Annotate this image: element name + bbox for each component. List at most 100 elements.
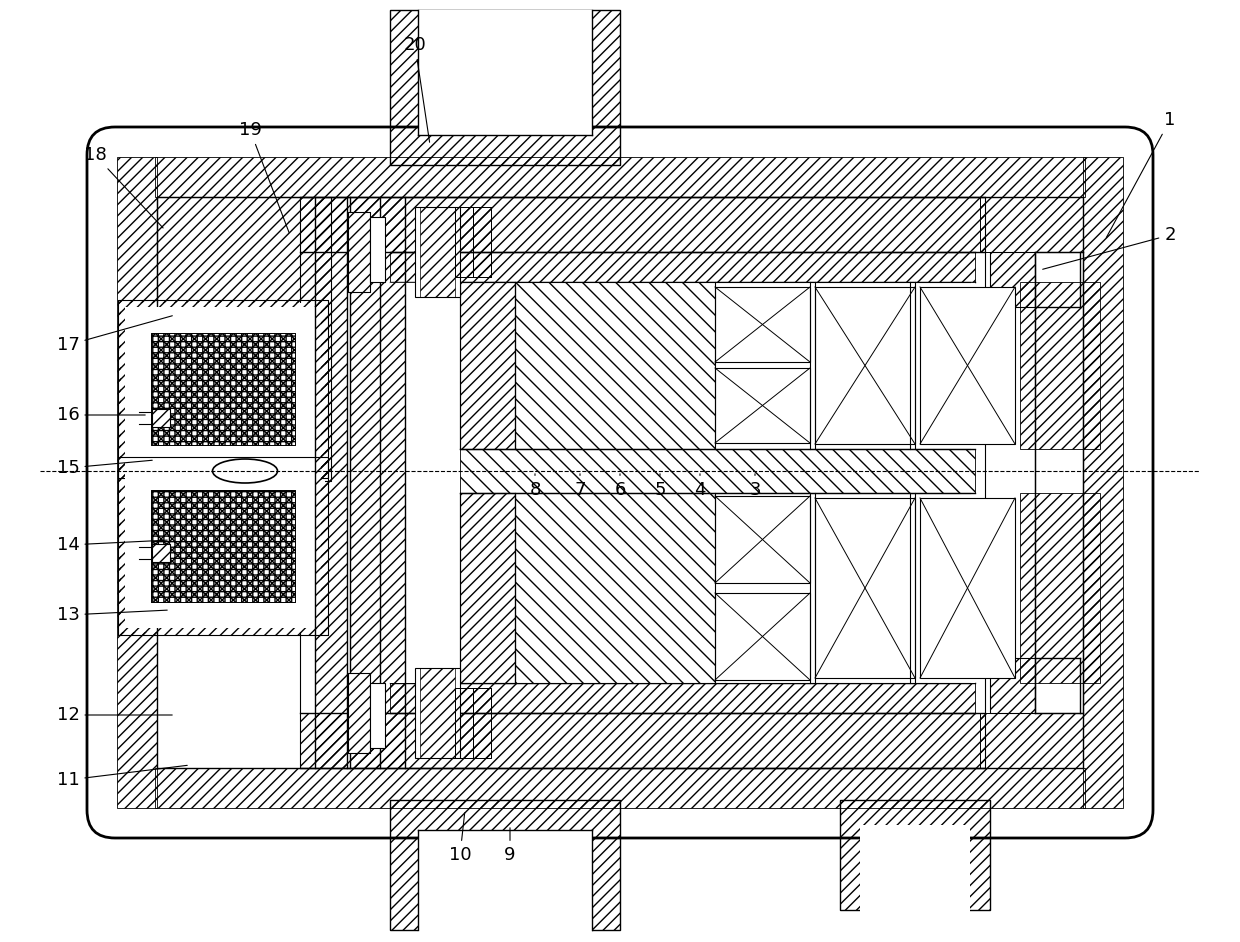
Bar	[460, 282, 515, 449]
Bar	[151, 490, 295, 602]
Bar	[118, 300, 329, 478]
Bar	[815, 287, 915, 444]
Bar	[1083, 157, 1123, 808]
Bar	[153, 409, 170, 427]
Bar	[153, 544, 170, 562]
Bar	[455, 688, 472, 758]
Bar	[415, 207, 460, 297]
Bar	[118, 457, 329, 635]
Bar	[980, 713, 1083, 768]
Bar	[420, 668, 455, 758]
Bar	[153, 544, 170, 562]
Bar	[460, 282, 515, 449]
Bar	[125, 307, 321, 471]
Bar	[980, 197, 1083, 252]
Bar	[133, 472, 312, 620]
Bar	[391, 10, 620, 165]
Bar	[839, 800, 990, 910]
Bar	[122, 460, 325, 632]
Bar	[151, 333, 295, 445]
Bar	[391, 683, 975, 713]
Bar	[157, 197, 331, 481]
Bar	[990, 658, 1035, 713]
Bar	[920, 498, 1016, 678]
Bar	[460, 449, 975, 493]
Bar	[155, 768, 1085, 808]
Bar	[861, 825, 970, 935]
Text: 1: 1	[1106, 111, 1176, 237]
Bar	[990, 658, 1035, 713]
Bar	[920, 287, 1016, 444]
Bar	[300, 197, 985, 252]
Bar	[300, 713, 985, 768]
Bar	[370, 683, 384, 748]
Bar	[300, 197, 985, 768]
Bar	[151, 490, 295, 602]
Bar	[455, 207, 472, 277]
Bar	[460, 493, 515, 683]
Ellipse shape	[212, 459, 278, 483]
Bar	[415, 668, 460, 758]
Text: 9: 9	[505, 828, 516, 864]
Bar	[391, 800, 620, 930]
Bar	[133, 315, 312, 463]
Bar	[122, 303, 325, 475]
Bar	[133, 472, 312, 620]
Bar	[715, 593, 810, 680]
Bar	[117, 157, 157, 808]
Text: 8: 8	[529, 474, 541, 499]
Bar	[348, 673, 370, 753]
Bar	[157, 197, 1083, 768]
Text: 5: 5	[655, 474, 666, 499]
Text: 7: 7	[574, 474, 585, 499]
Text: 4: 4	[694, 474, 706, 499]
Bar	[715, 368, 810, 443]
Text: 10: 10	[449, 813, 471, 864]
Bar	[348, 673, 370, 753]
Bar	[391, 282, 975, 683]
Bar	[118, 300, 329, 478]
Bar	[348, 212, 370, 292]
Bar	[118, 457, 329, 635]
Bar	[151, 490, 295, 602]
Text: 17: 17	[57, 316, 172, 354]
Bar	[391, 800, 620, 930]
Bar	[157, 197, 331, 481]
Bar	[460, 493, 515, 683]
Bar	[133, 315, 312, 463]
Bar	[315, 197, 347, 768]
Bar	[990, 252, 1035, 307]
Text: 6: 6	[614, 474, 626, 499]
Text: 15: 15	[57, 459, 153, 477]
Bar	[348, 212, 370, 292]
Text: 20: 20	[404, 36, 429, 142]
Bar	[815, 498, 915, 678]
Text: 3: 3	[749, 474, 761, 499]
Text: 2: 2	[1043, 226, 1176, 269]
Bar	[391, 10, 620, 165]
Text: 19: 19	[238, 121, 289, 233]
Bar	[350, 197, 379, 768]
Text: 16: 16	[57, 406, 145, 424]
Bar	[155, 157, 1085, 197]
Text: 11: 11	[57, 765, 187, 789]
Bar	[1021, 493, 1100, 683]
Bar	[455, 207, 472, 277]
Bar	[715, 496, 810, 583]
Text: 14: 14	[57, 536, 167, 554]
Bar	[153, 409, 170, 427]
Bar	[151, 333, 295, 445]
Text: 12: 12	[57, 706, 172, 724]
Bar	[1035, 252, 1083, 713]
Bar	[418, 830, 591, 942]
Bar	[472, 207, 491, 277]
Bar	[990, 252, 1035, 307]
Bar	[455, 688, 472, 758]
Bar	[472, 688, 491, 758]
Bar	[420, 207, 455, 297]
Text: 13: 13	[57, 606, 167, 624]
Bar	[418, 10, 591, 135]
FancyBboxPatch shape	[87, 127, 1153, 838]
Bar	[370, 217, 384, 282]
Bar	[391, 252, 975, 282]
